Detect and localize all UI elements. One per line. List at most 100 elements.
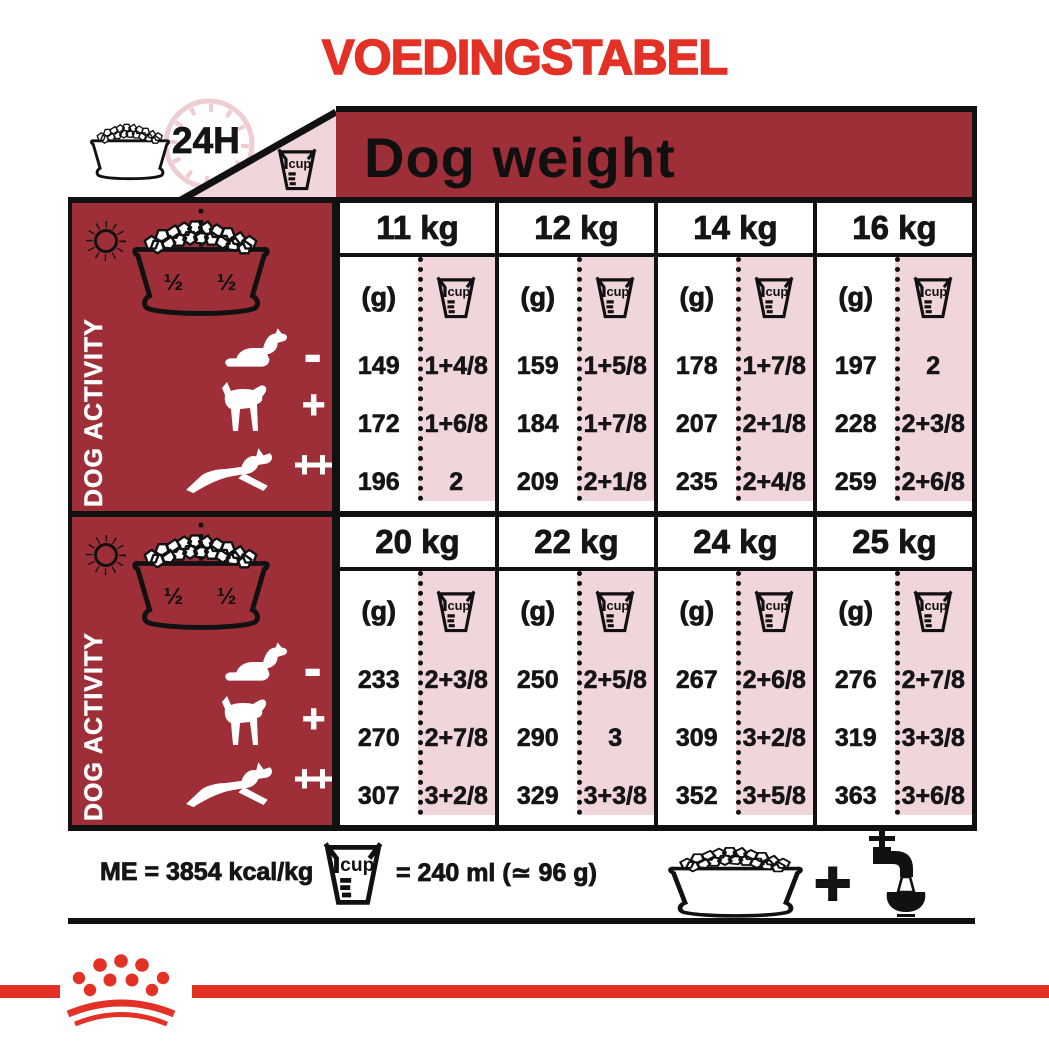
grams-value: 329 [516,781,559,810]
cups-value: 2+5/8 [583,665,647,694]
activity-level-medium: + [301,383,326,427]
half-half-bowl-icon: ½ ½ [122,522,280,633]
page-title: VOEDINGSTABEL [321,30,729,86]
cups-value: 1+6/8 [424,409,488,438]
cups-value: 3 [608,723,623,752]
grams-value: 309 [675,723,718,752]
grams-value: 270 [357,723,400,752]
measuring-cup-icon [913,275,954,319]
weight-column: 22 kg (g) 250 290 329 2+5/8 3 3+3/8 [495,517,654,825]
grams-unit-label: (g) [679,595,714,626]
weight-header: 22 kg [534,523,619,561]
weight-header: 12 kg [534,209,619,247]
activity-level-medium: + [301,697,326,741]
brand-stripe-left [0,985,60,998]
activity-level-high: ++ [293,758,332,799]
weight-header: 16 kg [852,209,937,247]
grams-value: 233 [357,665,400,694]
24h-label: 24H [172,120,241,162]
grams-unit-label: (g) [520,281,555,312]
grams-value: 197 [834,351,877,380]
footer-rule [68,918,975,924]
dog-weight-label: Dog weight [364,126,676,189]
table-header-band: 24H Dog weight [68,98,977,203]
half-portion-left: ½ [163,269,183,295]
sun-icon [86,221,126,261]
header-diagonal-divider [174,108,336,203]
cups-value: 3+2/8 [742,723,806,752]
brand-stripe-right [192,985,1049,998]
half-portion-right: ½ [217,583,237,609]
cups-value: 1+7/8 [742,351,806,380]
grams-value: 159 [516,351,559,380]
cups-value: 2+3/8 [901,409,965,438]
grams-unit-label: (g) [361,281,396,312]
grams-value: 319 [834,723,877,752]
cups-value: 3+3/8 [583,781,647,810]
cups-value: 2+7/8 [424,723,488,752]
measuring-cup-icon [436,589,477,633]
grams-value: 184 [516,409,559,438]
cup-equivalence-label: = 240 ml (≃ 96 g) [396,859,598,888]
weight-column: 12 kg (g) 159 184 209 1+5/8 1+7/8 2+1/8 [495,203,654,511]
grams-value: 307 [357,781,400,810]
grams-unit-label: (g) [679,281,714,312]
grams-value: 207 [675,409,718,438]
grams-value: 196 [357,467,400,496]
kibble-bowl-icon [84,118,176,182]
grams-unit-label: (g) [520,595,555,626]
cups-value: 3+6/8 [901,781,965,810]
dog-activity-label: DOG ACTIVITY [80,632,109,821]
half-half-bowl-icon: ½ ½ [122,208,280,319]
grams-value: 149 [357,351,400,380]
grams-value: 178 [675,351,718,380]
measuring-cup-icon [595,589,636,633]
moon-icon [283,222,303,262]
cups-value: 2+4/8 [742,467,806,496]
weight-section-2: ½ ½ DOG ACTIVITY - + ++ 20 kg [68,517,977,825]
measuring-cup-icon [277,147,317,191]
plus-sign: + [813,846,852,920]
weight-column: 14 kg (g) 178 207 235 1+7/8 2+1/8 2+4/8 [654,203,813,511]
standing-dog-icon [222,382,267,431]
cups-value: 2+1/8 [742,409,806,438]
sun-icon [86,535,126,575]
weight-header: 25 kg [852,523,937,561]
grams-value: 259 [834,467,877,496]
dog-activity-label: DOG ACTIVITY [80,318,109,507]
royal-canin-crown-logo [66,954,176,1027]
weight-column: 16 kg (g) 197 228 259 2 2+3/8 2+6/8 [813,203,972,511]
grams-value: 228 [834,409,877,438]
lying-dog-icon [225,328,288,367]
activity-level-low: - [303,640,322,698]
cups-value: 3+3/8 [901,723,965,752]
grams-value: 363 [834,781,877,810]
measuring-cup-icon [320,836,386,910]
weight-column: 20 kg (g) 233 270 307 2+3/8 2+7/8 3+2/8 [336,517,495,825]
half-portion-right: ½ [217,269,237,295]
cups-value: 2 [449,467,464,496]
cups-value: 2+3/8 [424,665,488,694]
weight-column: 11 kg (g) 149 172 196 1+4/8 1+6/8 2 [336,203,495,511]
table-bottom-border [68,825,977,831]
standing-dog-icon [222,696,267,745]
kibble-bowl-icon [658,840,813,920]
cups-value: 1+4/8 [424,351,488,380]
cups-value: 1+7/8 [583,409,647,438]
cups-value: 2+6/8 [901,467,965,496]
section-divider [68,511,977,517]
dog-activity-panel: ½ ½ DOG ACTIVITY - + ++ [72,517,336,825]
measuring-cup-icon [595,275,636,319]
grams-value: 276 [834,665,877,694]
cups-value: 2 [926,351,941,380]
measuring-cup-icon [754,275,795,319]
running-dog-icon [186,762,272,808]
cups-value: 1+5/8 [583,351,647,380]
weight-header: 14 kg [693,209,778,247]
measuring-cup-icon [436,275,477,319]
grams-value: 290 [516,723,559,752]
header-bottom-border [68,197,977,203]
grams-value: 209 [516,467,559,496]
measuring-cup-icon [754,589,795,633]
